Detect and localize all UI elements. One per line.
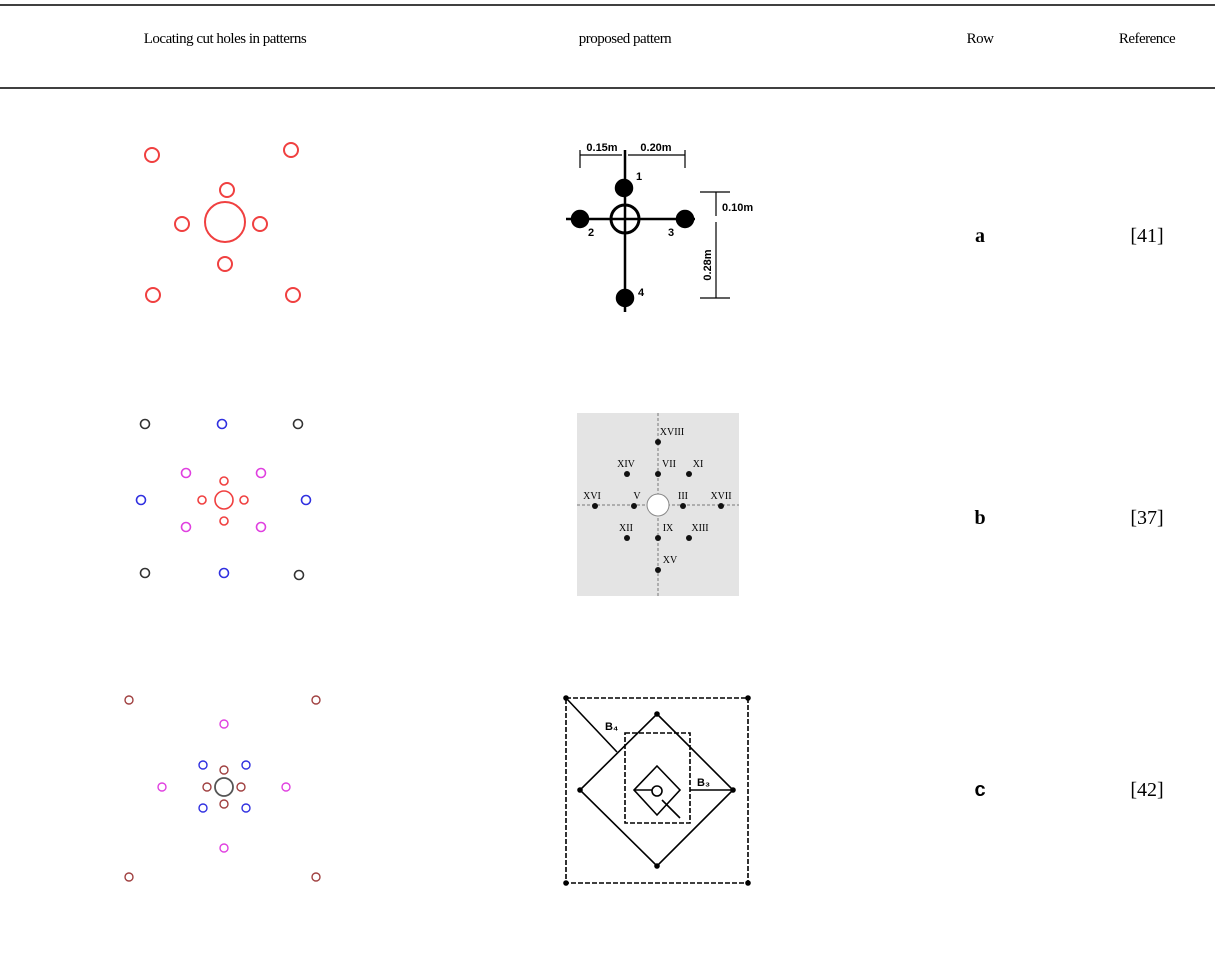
dimension-label: 0.10m — [722, 202, 753, 214]
hole-label: XI — [693, 459, 704, 470]
hole-pattern — [135, 418, 312, 581]
hole-label: XIV — [617, 459, 636, 470]
hole-label: 3 — [668, 227, 674, 239]
dimension-label: 0.20m — [640, 142, 671, 154]
figure-label: B₃ — [697, 777, 710, 789]
hole-pattern — [124, 695, 321, 882]
reference: [41] — [1130, 225, 1163, 247]
row-label: c — [974, 779, 985, 801]
hole-label: V — [633, 491, 641, 502]
reference: [42] — [1130, 779, 1163, 801]
figure-label: B₄ — [605, 721, 618, 733]
proposed-figure — [566, 150, 730, 312]
hole-label: 1 — [636, 171, 642, 183]
hole-label: XVIII — [660, 427, 684, 438]
hole-label: XVII — [710, 491, 731, 502]
dimension-label: 0.15m — [586, 142, 617, 154]
header-cell: Reference — [1119, 31, 1176, 47]
reference: [37] — [1130, 507, 1163, 529]
proposed-figure: B₄ B₃ — [563, 695, 751, 886]
header-cell: Locating cut holes in patterns — [144, 31, 307, 47]
header-cell: proposed pattern — [579, 31, 672, 47]
hole-label: 2 — [588, 227, 594, 239]
figure-labels: 0.15m 0.20m 1 2 3 4 0.10m 0.28m — [586, 142, 753, 299]
proposed-figure: XVIII XIV VII XI XVI V III XVII XII IX X… — [577, 413, 739, 596]
hole-label: XII — [619, 523, 633, 534]
hole-label: XIII — [691, 523, 708, 534]
hole-pattern — [144, 142, 301, 303]
row-label: b — [974, 507, 985, 529]
hole-label: VII — [662, 459, 676, 470]
hole-label: XVI — [583, 491, 601, 502]
hole-label: 4 — [638, 287, 645, 299]
row-label: a — [975, 225, 985, 247]
hole-label: XV — [663, 555, 678, 566]
header-cell: Row — [967, 31, 995, 47]
hole-label: IX — [663, 523, 674, 534]
hole-label: III — [678, 491, 688, 502]
dimension-label: 0.28m — [702, 249, 714, 280]
